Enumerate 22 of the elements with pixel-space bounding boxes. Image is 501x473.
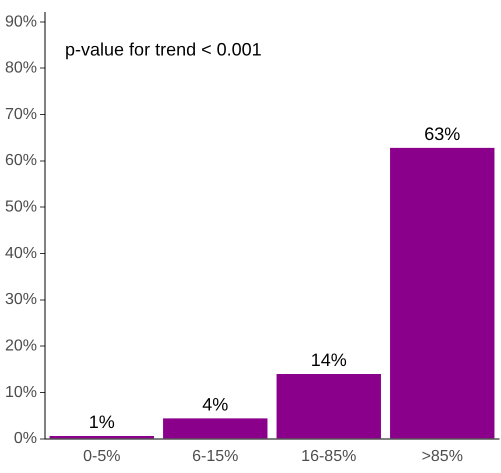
y-tick-label: 0% (14, 430, 38, 448)
data-label: 1% (88, 412, 115, 432)
y-tick-label: 70% (4, 106, 38, 123)
x-tick-label: 0-5% (83, 448, 120, 465)
y-tick-label: 80% (4, 60, 38, 77)
y-tick-label: 40% (4, 244, 38, 262)
bar (163, 418, 268, 438)
x-tick-label: >85% (422, 448, 463, 465)
x-tick-label: 6-15% (192, 448, 238, 465)
y-tick-label: 20% (4, 338, 38, 355)
bar (276, 374, 381, 438)
y-tick-label: 90% (4, 13, 38, 30)
bar (390, 148, 494, 438)
data-label: 14% (310, 350, 347, 370)
y-tick-label: 50% (4, 198, 38, 216)
annotation: p-value for trend < 0.001 (65, 40, 262, 60)
y-tick-label: 10% (4, 384, 38, 401)
y-tick-label: 30% (4, 291, 38, 308)
x-tick-label: 16-85% (301, 448, 356, 465)
data-label: 4% (202, 394, 228, 414)
y-tick-label: 60% (4, 152, 38, 170)
data-label: 63% (424, 124, 460, 144)
